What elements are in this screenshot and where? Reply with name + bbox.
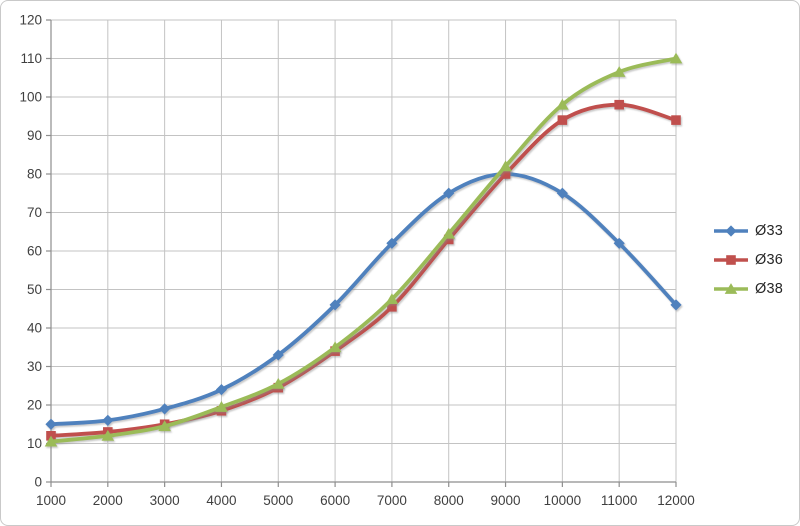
- x-tick-label: 6000: [320, 493, 350, 508]
- series-o33: [45, 168, 682, 430]
- legend-item-o36: Ø36: [712, 250, 783, 270]
- y-tick-label: 10: [27, 436, 42, 451]
- series-markers-o38: [44, 52, 683, 447]
- legend-label-o33: Ø33: [755, 223, 784, 239]
- y-tick-label: 50: [27, 282, 42, 297]
- y-tick-label: 70: [27, 205, 42, 220]
- legend-item-o33: Ø33: [712, 221, 783, 241]
- y-tick-label: 40: [27, 321, 42, 336]
- x-tick-label: 11000: [601, 493, 638, 508]
- y-tick-label: 0: [34, 475, 42, 490]
- x-tick-label: 1000: [36, 493, 66, 508]
- y-tick-label: 100: [19, 90, 42, 105]
- legend-label-o36: Ø36: [755, 252, 784, 268]
- legend: Ø33 Ø36 Ø38: [712, 221, 783, 299]
- y-tick-label: 90: [27, 128, 42, 143]
- x-tick-label: 7000: [377, 493, 407, 508]
- series-o36: [46, 99, 681, 441]
- legend-marker-o38-triangle-icon: [714, 283, 748, 294]
- x-tick-label: 12000: [657, 493, 695, 508]
- x-tick-label: 9000: [491, 493, 521, 508]
- legend-marker-o33-diamond-icon: [714, 225, 748, 237]
- y-tick-label: 60: [27, 244, 42, 259]
- tick-labels: 0 10 20 30 40 50 60 70 80 90 100 110 120 1000 2000 3000…: [19, 13, 694, 509]
- x-tick-label: 5000: [263, 493, 293, 508]
- x-tick-label: 10000: [544, 493, 582, 508]
- series-line-o38: [49, 56, 678, 444]
- x-tick-label: 2000: [93, 493, 123, 508]
- y-tick-label: 30: [27, 359, 42, 374]
- series-markers-o36: [46, 99, 681, 441]
- legend-marker-o36-square-icon: [714, 255, 748, 265]
- y-tick-label: 110: [20, 51, 42, 66]
- series-line-o33: [49, 172, 678, 427]
- y-tick-label: 120: [19, 13, 42, 28]
- series-markers-o33: [45, 168, 682, 430]
- x-tick-label: 4000: [206, 493, 236, 508]
- series-line-o36: [49, 102, 678, 438]
- y-tick-label: 20: [27, 398, 42, 413]
- x-tick-label: 3000: [150, 493, 180, 508]
- series-o38: [44, 52, 683, 447]
- x-tick-label: 8000: [434, 493, 464, 508]
- y-tick-label: 80: [27, 167, 42, 182]
- legend-item-o38: Ø38: [712, 279, 783, 299]
- legend-label-o38: Ø38: [755, 281, 784, 297]
